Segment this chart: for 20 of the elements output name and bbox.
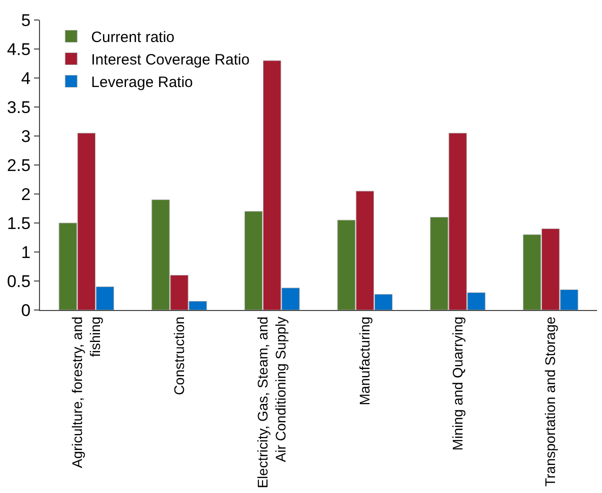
- legend-label: Current ratio: [91, 29, 175, 46]
- y-tick-label: 4.5: [6, 40, 31, 59]
- y-tick-label: 0.5: [6, 272, 31, 291]
- x-tick-label: Manufacturing: [356, 316, 372, 406]
- x-tick-label: Agriculture, forestry, and fishing: [68, 316, 104, 468]
- y-tick-label: 2.5: [6, 156, 31, 175]
- x-tick-label: Transportation and Storage: [542, 316, 558, 487]
- y-tick-label: 1: [21, 242, 31, 262]
- y-tick-label: 3: [21, 126, 31, 146]
- y-tick-label: 1.5: [6, 214, 31, 233]
- y-tick-label: 4: [21, 68, 31, 88]
- y-tick-label: 3.5: [6, 98, 31, 117]
- y-tick-label: 5: [21, 10, 31, 30]
- x-tick-label: Electricity, Gas, Steam, and Air Conditioning Supply: [254, 316, 289, 488]
- y-tick-label: 2: [21, 184, 31, 204]
- y-tick-label: 0: [21, 300, 31, 320]
- x-tick-label: Mining and Quarrying: [449, 316, 466, 450]
- legend-label: Leverage Ratio: [91, 74, 193, 92]
- x-tick-label: Construction: [170, 316, 187, 396]
- legend-label: Interest Coverage Ratio: [91, 52, 250, 69]
